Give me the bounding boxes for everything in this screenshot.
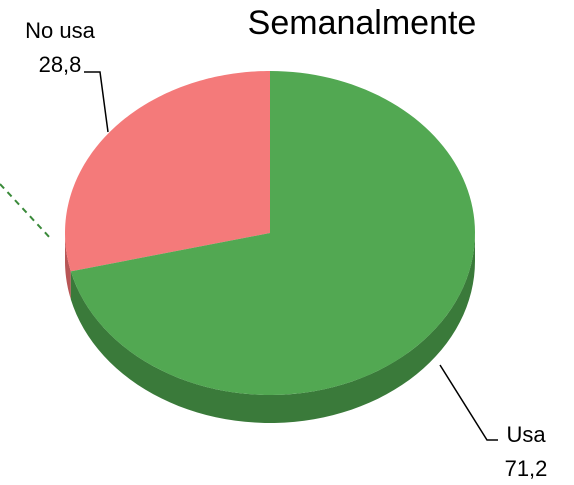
dashed-connector	[0, 183, 53, 241]
value-label: 28,8	[39, 52, 82, 77]
slice-side	[70, 233, 476, 423]
chart-title: Semanalmente	[248, 4, 477, 42]
leader-line	[84, 71, 109, 133]
slice	[65, 71, 271, 272]
slice	[70, 71, 475, 395]
leader-line	[439, 364, 498, 441]
category-label: No usa	[25, 18, 95, 43]
category-label: Usa	[506, 422, 546, 447]
value-label: 71,2	[505, 456, 548, 481]
pie	[65, 71, 476, 423]
slice-side	[65, 233, 71, 300]
